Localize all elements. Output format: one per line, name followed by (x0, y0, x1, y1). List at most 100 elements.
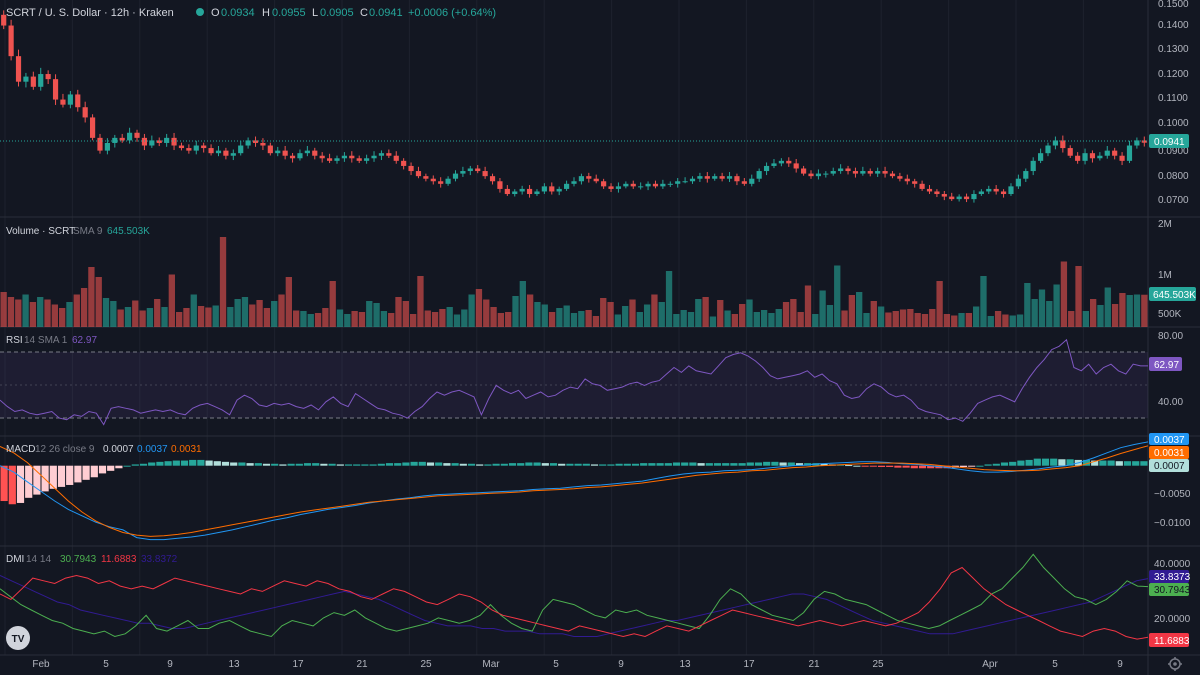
volume-bar (1111, 304, 1119, 327)
candle (423, 173, 429, 182)
macd-hist-bar (1033, 458, 1041, 466)
candle-body (482, 171, 488, 177)
macd-hist-bar (1025, 459, 1033, 466)
time-tick: Feb (32, 659, 50, 670)
hist-badge: 0.0007 (1149, 459, 1189, 472)
volume-bar (629, 299, 636, 327)
dmi-axis[interactable]: 40.0000 20.0000 (1154, 559, 1191, 625)
candle (593, 174, 599, 184)
candle-body (408, 165, 414, 172)
candle (956, 194, 962, 202)
macd-hist-bar (172, 460, 180, 466)
candle-body (726, 176, 733, 179)
candle (897, 172, 903, 182)
macd-hist-bar (426, 462, 435, 466)
candle-body (1089, 153, 1096, 159)
candle-body (1038, 153, 1044, 161)
candle (986, 185, 992, 194)
volume-bar (0, 292, 7, 327)
candle (1126, 140, 1133, 164)
macd-title[interactable]: MACD (6, 444, 35, 455)
volume-bar (453, 314, 461, 327)
volume-axis[interactable]: 2M 1M 500K (1158, 219, 1182, 320)
volume-bar (578, 311, 585, 327)
macd-hist-bar (664, 463, 672, 466)
tradingview-logo[interactable]: TV (6, 626, 30, 650)
volume-bar (336, 309, 344, 327)
volume-bar (475, 289, 483, 327)
candle-body (638, 186, 644, 188)
macd-params: 12 26 close 9 (35, 444, 95, 455)
volume-bar (797, 312, 804, 327)
candle-body (67, 94, 73, 105)
candle-body (1015, 178, 1021, 187)
candle (208, 144, 214, 156)
volume-bar (1031, 299, 1038, 327)
symbol-title[interactable]: SCRT / U. S. Dollar · 12h · Kraken (6, 7, 174, 19)
macd-hist-bar (1000, 462, 1009, 466)
macd-hist-bar (402, 462, 410, 466)
candle (697, 172, 703, 182)
time-axis[interactable]: Feb 5 9 13 17 21 25 Mar 5 9 13 17 21 25 Apr 5 9 (32, 659, 1123, 670)
macd-pane[interactable] (0, 441, 1149, 541)
svg-text:30.7943: 30.7943 (1154, 585, 1191, 596)
price-axis[interactable]: 0.1500 0.1400 0.1300 0.1200 0.1100 0.100… (1158, 0, 1189, 206)
volume-bar (256, 300, 263, 327)
candle (882, 166, 888, 178)
macd-hist-bar (713, 463, 722, 466)
settings-gear-icon[interactable] (1168, 657, 1182, 671)
volume-bar (234, 299, 241, 327)
candle (334, 155, 340, 164)
macd-hist-bar (902, 465, 910, 468)
candle-body (423, 176, 429, 179)
svg-text:11.6883: 11.6883 (1154, 636, 1190, 647)
candle (741, 178, 747, 186)
volume-pane[interactable] (0, 237, 1148, 327)
macd-hist-bar (763, 461, 771, 466)
candle (497, 178, 503, 193)
low-label: L (312, 7, 318, 19)
candle (1141, 136, 1147, 147)
volume-title[interactable]: Volume · SCRT (6, 226, 75, 237)
macd-hist-bar (533, 462, 541, 466)
candle-body (356, 158, 362, 161)
candle-body (978, 191, 984, 195)
candle (82, 101, 88, 123)
rsi-pane[interactable] (0, 338, 1148, 426)
macd-hist-bar (1140, 461, 1148, 466)
svg-text:645.503K: 645.503K (1153, 290, 1196, 301)
market-status-icon[interactable] (196, 8, 204, 16)
candle (356, 155, 362, 164)
macd-line (0, 441, 1149, 541)
macd-hist-bar (1041, 458, 1050, 466)
volume-bar (636, 312, 643, 327)
candle (238, 140, 244, 156)
macd-hist-bar (599, 464, 607, 466)
candle (319, 152, 325, 163)
candle (364, 154, 370, 164)
rsi-title[interactable]: RSI (6, 335, 23, 346)
price-pane[interactable] (0, 10, 1148, 203)
volume-bar (417, 276, 424, 327)
volume-bar (139, 310, 146, 327)
rsi-axis[interactable]: 80.00 40.00 (1158, 331, 1183, 408)
dmi-pane[interactable] (0, 553, 1149, 640)
price-tick: 0.1200 (1158, 69, 1189, 80)
plus-di-line (0, 553, 1149, 638)
macd-hist-bar (1009, 461, 1017, 466)
macd-hist-bar (1132, 461, 1140, 466)
time-tick: Apr (982, 659, 998, 670)
candle (349, 151, 355, 163)
candle (667, 181, 673, 187)
volume-bar (526, 294, 534, 327)
volume-bar (1009, 315, 1016, 327)
candle (971, 190, 977, 203)
candle-body (1075, 155, 1081, 161)
macd-axis[interactable]: −0.0050 −0.0100 (1154, 489, 1191, 529)
candle-body (119, 137, 125, 141)
macd-hist-bar (517, 463, 525, 466)
volume-bar (768, 313, 775, 327)
volume-tick: 2M (1158, 219, 1172, 230)
dmi-title[interactable]: DMI (6, 554, 24, 565)
